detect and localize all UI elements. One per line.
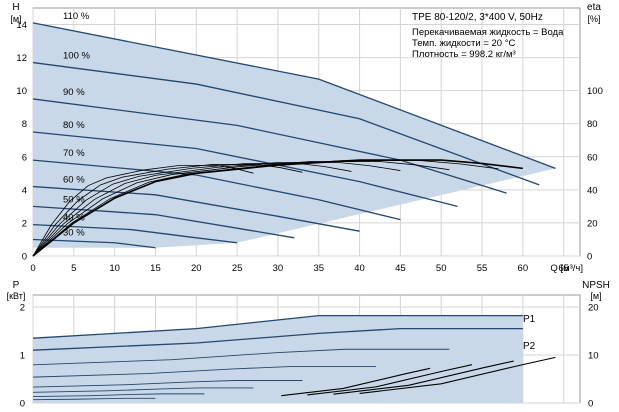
eta-curve-variant <box>32 161 450 257</box>
y-right-label: eta <box>587 2 601 13</box>
power-tick-label: 0 <box>20 399 25 410</box>
power-label: P <box>13 280 20 291</box>
head-curve-label: 70 % <box>63 148 85 159</box>
info-line-density: Плотность = 998.2 кг/м³ <box>412 49 516 60</box>
power-tick-label: 2 <box>20 303 25 314</box>
x-tick-label: 0 <box>30 263 35 274</box>
head-curve-label: 40 % <box>63 213 85 224</box>
npsh-curve <box>281 367 431 397</box>
x-tick-label: 15 <box>150 263 161 274</box>
x-tick-label: 30 <box>273 263 284 274</box>
x-tick-label: 45 <box>395 263 406 274</box>
envelope-area <box>33 22 556 248</box>
npsh-label: NPSH <box>582 280 610 291</box>
x-tick-label: 5 <box>71 263 76 274</box>
chart-title: TPE 80-120/2, 3*400 V, 50Hz <box>412 12 543 23</box>
x-tick-label: 50 <box>436 263 447 274</box>
p2-curve <box>32 327 523 351</box>
head-curve-label: 60 % <box>63 175 85 186</box>
head-curve <box>32 159 401 221</box>
head-axes: 0 5 10 15 20 25 30 35 40 45 50 55 60 65 0 2 4 6 8 10 12 14 0 20… <box>16 20 602 274</box>
x-tick-label: 65 <box>558 263 569 274</box>
y-left-tick-label: 6 <box>22 152 27 163</box>
p1-curve <box>32 314 523 339</box>
operating-envelope <box>33 22 556 248</box>
power-curve-variant <box>32 348 450 366</box>
power-curve-variant <box>32 387 254 393</box>
head-curve <box>32 61 540 186</box>
y-left-tick-label: 8 <box>22 119 27 130</box>
y-right-tick-label: 60 <box>587 152 598 163</box>
eta-curve-variant <box>32 162 401 257</box>
y-left-label: H <box>12 2 19 13</box>
y-left-tick-label: 12 <box>16 53 27 64</box>
y-right-unit: [%] <box>587 14 600 24</box>
eta-curve-variant <box>32 163 352 257</box>
y-right-tick-label: 80 <box>587 119 598 130</box>
x-tick-label: 10 <box>109 263 120 274</box>
power-curves <box>32 314 556 401</box>
efficiency-curves <box>32 159 523 257</box>
head-curve-label: 100 % <box>63 51 90 62</box>
head-curve-label: 50 % <box>63 194 85 205</box>
y-right-tick-label: 20 <box>587 218 598 229</box>
head-curve-label: 90 % <box>63 87 85 98</box>
npsh-curve <box>307 364 473 396</box>
npsh-curve <box>359 356 556 394</box>
head-curve <box>32 98 507 194</box>
y-right-tick-label: 100 <box>587 86 603 97</box>
head-curve <box>32 22 556 169</box>
power-curve-variant <box>32 397 156 401</box>
npsh-tick-label: 20 <box>588 303 599 314</box>
power-curve-variant <box>32 366 376 378</box>
info-line-fluid: Перекачиваемая жидкость = Вода <box>412 27 564 38</box>
x-axis-label: Q [м³/ч] <box>550 263 583 274</box>
y-left-unit: [м] <box>10 14 21 24</box>
head-curve-label: 80 % <box>63 120 85 131</box>
x-tick-label: 55 <box>477 263 488 274</box>
power-tick-label: 1 <box>20 351 25 362</box>
x-tick-label: 35 <box>313 263 324 274</box>
x-tick-label: 25 <box>232 263 243 274</box>
y-left-tick-label: 14 <box>16 20 27 31</box>
y-left-tick-label: 0 <box>22 252 27 263</box>
npsh-tick-label: 10 <box>588 351 599 362</box>
eta-curve-variant <box>32 160 499 257</box>
y-right-tick-label: 40 <box>587 185 598 196</box>
p2-series-label: P2 <box>523 341 536 352</box>
power-curve-variant <box>32 380 303 388</box>
power-unit: [кВт] <box>7 291 26 301</box>
info-line-temp: Темп. жидкости = 20 °C <box>412 38 515 49</box>
eta-curve-variant <box>32 164 303 257</box>
npsh-tick-label: 0 <box>588 399 593 410</box>
head-curve <box>32 185 360 232</box>
y-left-tick-label: 4 <box>22 185 27 196</box>
y-left-tick-label: 10 <box>16 86 27 97</box>
head-curve <box>32 223 238 244</box>
head-curve-label: 110 % <box>63 11 90 22</box>
head-efficiency-chart: 110 % 100 % 90 % 80 % 70 % 60 % 50 % 40 % 30 % 0… <box>10 2 602 274</box>
p1-series-label: P1 <box>523 314 536 325</box>
head-curve <box>32 238 156 249</box>
y-right-tick-label: 0 <box>587 252 592 263</box>
power-curve-variant <box>32 393 205 397</box>
x-tick-label: 40 <box>354 263 365 274</box>
head-curve-label: 30 % <box>63 227 85 238</box>
x-tick-label: 60 <box>518 263 529 274</box>
y-left-tick-label: 2 <box>22 218 27 229</box>
npsh-curve <box>333 360 514 395</box>
x-tick-label: 20 <box>191 263 202 274</box>
npsh-unit: [м] <box>590 291 601 301</box>
